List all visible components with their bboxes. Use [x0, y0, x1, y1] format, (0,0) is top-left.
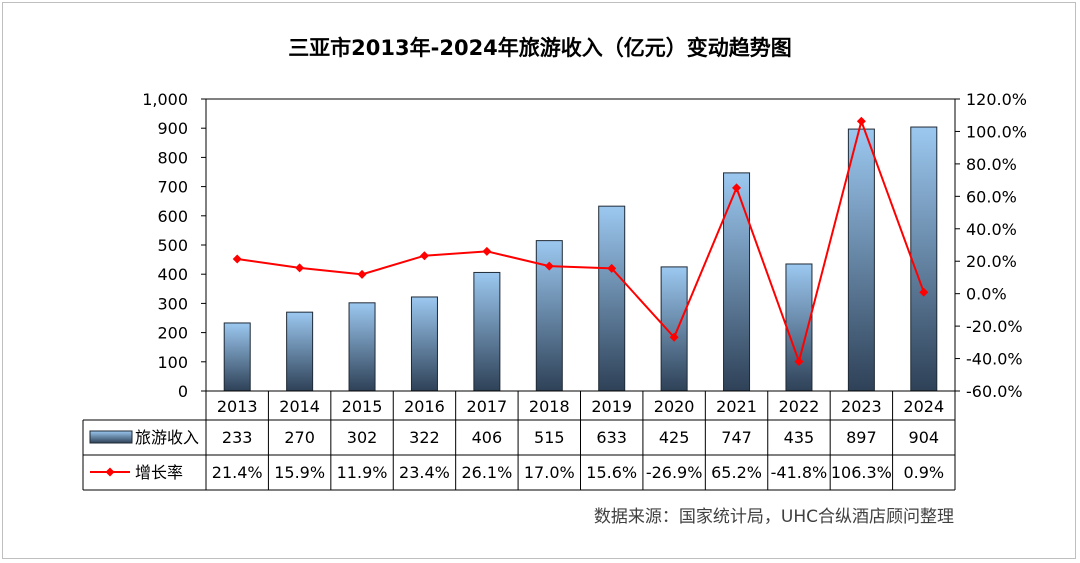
growth-marker-2017 — [482, 246, 492, 256]
plot-area — [205, 98, 956, 392]
legend-bar-label: 旅游收入 — [135, 428, 199, 447]
category-label: 2023 — [841, 397, 882, 416]
left-tick-label: 600 — [157, 207, 188, 226]
category-label: 2018 — [529, 397, 570, 416]
growth-marker-2024 — [919, 287, 929, 297]
legend-line-marker — [105, 467, 115, 477]
revenue-value: 425 — [659, 428, 690, 447]
growth-marker-2020 — [669, 332, 679, 342]
growth-marker-2014 — [295, 263, 305, 273]
growth-value: 23.4% — [399, 463, 450, 482]
left-tick-label: 400 — [157, 265, 188, 284]
category-label: 2024 — [903, 397, 944, 416]
growth-value: -41.8% — [771, 463, 828, 482]
growth-marker-2019 — [607, 263, 617, 273]
left-tick-label: 700 — [157, 178, 188, 197]
chart-title: 三亚市2013年-2024年旅游收入（亿元）变动趋势图 — [288, 36, 792, 60]
right-tick-label: 80.0% — [966, 155, 1017, 174]
bar-2024 — [910, 126, 938, 392]
growth-value: 21.4% — [212, 463, 263, 482]
growth-rate-line — [237, 117, 925, 365]
right-tick-label: 20.0% — [966, 252, 1017, 271]
bar-2013 — [223, 322, 251, 392]
growth-marker-2015 — [357, 269, 367, 279]
bar-2023 — [847, 128, 875, 392]
left-tick-label: 1,000 — [142, 90, 188, 109]
bar-2019 — [598, 205, 626, 392]
revenue-value: 897 — [846, 428, 877, 447]
left-tick-label: 800 — [157, 148, 188, 167]
right-tick-label: 40.0% — [966, 220, 1017, 239]
revenue-value: 435 — [784, 428, 815, 447]
revenue-value: 406 — [472, 428, 503, 447]
growth-marker-2023 — [856, 116, 866, 126]
left-tick-label: 200 — [157, 324, 188, 343]
right-tick-label: 120.0% — [966, 90, 1027, 109]
category-label: 2019 — [591, 397, 632, 416]
growth-marker-2018 — [544, 261, 554, 271]
category-label: 2013 — [217, 397, 258, 416]
right-tick-label: -60.0% — [966, 382, 1023, 401]
revenue-value: 747 — [721, 428, 752, 447]
category-label: 2017 — [467, 397, 508, 416]
category-label: 2016 — [404, 397, 445, 416]
category-label: 2014 — [279, 397, 320, 416]
growth-marker-2013 — [232, 254, 242, 264]
revenue-value: 904 — [909, 428, 940, 447]
right-tick-label: -20.0% — [966, 317, 1023, 336]
revenue-value: 233 — [222, 428, 253, 447]
legend-bar-key — [89, 430, 133, 444]
bar-2015 — [348, 302, 376, 392]
category-label: 2021 — [716, 397, 757, 416]
right-tick-label: -40.0% — [966, 350, 1023, 369]
revenue-value: 322 — [409, 428, 440, 447]
growth-value: 106.3% — [831, 463, 892, 482]
revenue-value: 302 — [347, 428, 378, 447]
right-tick-label: 0.0% — [966, 285, 1007, 304]
revenue-value: 633 — [596, 428, 627, 447]
growth-marker-2022 — [794, 356, 804, 366]
category-label: 2020 — [654, 397, 695, 416]
bar-2020 — [660, 266, 688, 392]
revenue-value: 515 — [534, 428, 565, 447]
left-tick-label: 0 — [178, 382, 188, 401]
growth-marker-2021 — [732, 183, 742, 193]
category-label: 2022 — [779, 397, 820, 416]
left-tick-label: 100 — [157, 353, 188, 372]
left-tick-label: 300 — [157, 294, 188, 313]
growth-value: 65.2% — [711, 463, 762, 482]
source-note: 数据来源：国家统计局，UHC合纵酒店顾问整理 — [593, 507, 954, 527]
growth-value: 26.1% — [461, 463, 512, 482]
left-tick-label: 900 — [157, 119, 188, 138]
growth-value: 11.9% — [337, 463, 388, 482]
growth-marker-2016 — [419, 251, 429, 261]
growth-value: 17.0% — [524, 463, 575, 482]
right-tick-label: 60.0% — [966, 187, 1017, 206]
legend-line-label: 增长率 — [135, 463, 183, 482]
bar-2021 — [723, 172, 751, 392]
bar-2016 — [410, 296, 438, 392]
right-tick-label: 100.0% — [966, 122, 1027, 141]
bar-2017 — [473, 271, 501, 392]
growth-value: 15.9% — [274, 463, 325, 482]
category-label: 2015 — [342, 397, 383, 416]
bar-2014 — [286, 311, 314, 392]
revenue-value: 270 — [284, 428, 315, 447]
left-tick-label: 500 — [157, 236, 188, 255]
growth-value: -26.9% — [646, 463, 703, 482]
growth-value: 15.6% — [586, 463, 637, 482]
growth-value: 0.9% — [903, 463, 944, 482]
